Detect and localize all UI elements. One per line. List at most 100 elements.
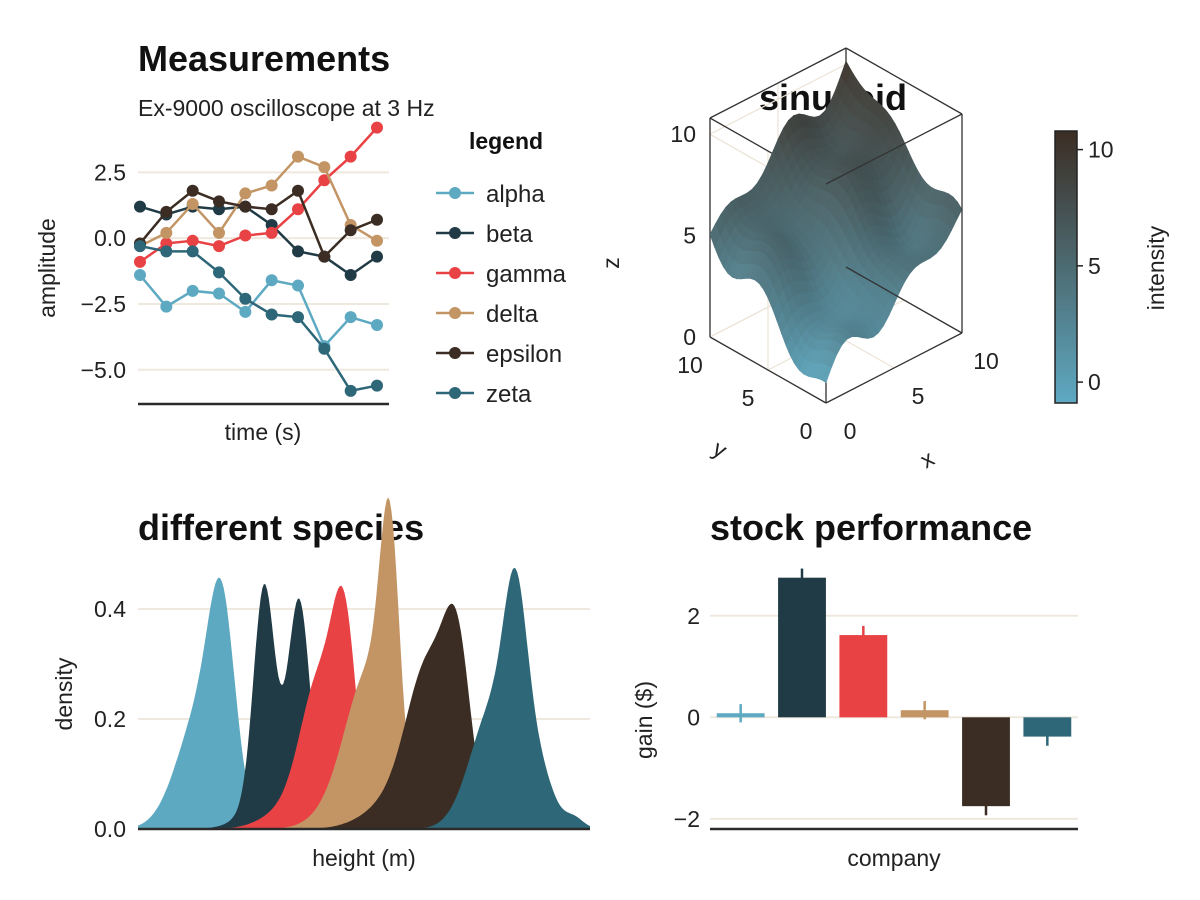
data-point-epsilon bbox=[213, 195, 225, 208]
data-point-zeta bbox=[213, 266, 225, 279]
legend-item-delta: delta bbox=[436, 301, 539, 328]
stocks-y-label: gain ($) bbox=[631, 681, 657, 759]
series-line-alpha bbox=[139, 274, 378, 349]
series-line-delta bbox=[139, 155, 378, 248]
data-point-delta bbox=[265, 179, 278, 192]
data-point-delta bbox=[160, 226, 173, 239]
data-point-alpha bbox=[186, 284, 199, 297]
data-point-beta bbox=[344, 269, 357, 282]
data-point-epsilon bbox=[371, 213, 383, 226]
y-tick-label: 0 bbox=[687, 704, 700, 730]
measurements-subtitle: Ex-9000 oscilloscope at 3 Hz bbox=[138, 95, 435, 121]
measurements-title: Measurements bbox=[138, 38, 390, 79]
species-density-areas bbox=[138, 497, 590, 829]
data-point-epsilon bbox=[292, 184, 304, 197]
legend-item-zeta: zeta bbox=[436, 381, 532, 408]
bar-epsilon bbox=[962, 717, 1010, 807]
sinusoid-ticks: 0 0 0 5 5 5 10 10 10 bbox=[670, 121, 998, 444]
colorbar-ticks: 0 5 10 bbox=[1077, 137, 1114, 395]
sinusoid-surface bbox=[709, 60, 963, 384]
measurements-panel: Measurements Ex-9000 oscilloscope at 3 H… bbox=[34, 38, 567, 445]
measurements-y-ticks: 2.5 0.0 −2.5 −5.0 bbox=[81, 159, 126, 382]
legend-item-alpha: alpha bbox=[436, 181, 545, 208]
box-edge bbox=[825, 332, 963, 404]
legend-label: delta bbox=[486, 301, 539, 328]
series-line-zeta bbox=[139, 244, 378, 393]
data-point-delta bbox=[239, 187, 252, 200]
series-line-gamma bbox=[139, 126, 378, 263]
box-edge bbox=[825, 113, 963, 185]
data-point-gamma bbox=[134, 255, 146, 268]
surface-patch bbox=[709, 223, 721, 248]
legend-swatch-marker bbox=[449, 347, 461, 359]
density-area-beta bbox=[138, 584, 590, 829]
legend-swatch-marker bbox=[449, 307, 461, 319]
data-point-beta bbox=[134, 200, 146, 213]
data-point-zeta bbox=[239, 292, 252, 305]
data-point-alpha bbox=[265, 274, 278, 287]
y-tick-label: 0.0 bbox=[94, 816, 126, 842]
stocks-bars bbox=[716, 568, 1072, 816]
data-point-alpha bbox=[292, 279, 304, 292]
series-line-epsilon bbox=[139, 188, 378, 259]
x-tick-label: 5 bbox=[912, 383, 925, 409]
colorbar-tick-label: 0 bbox=[1088, 369, 1101, 395]
box-edge bbox=[709, 47, 847, 119]
data-point-epsilon bbox=[265, 203, 278, 216]
data-point-gamma bbox=[239, 229, 252, 242]
stocks-y-ticks: 2 0 −2 bbox=[674, 603, 700, 832]
colorbar-gradient bbox=[1054, 130, 1078, 404]
x-tick-label: 10 bbox=[973, 348, 999, 374]
y-tick-label: 2 bbox=[687, 603, 700, 629]
bar-gamma bbox=[839, 635, 888, 718]
sinusoid-box-front bbox=[709, 47, 963, 404]
species-y-ticks: 0.0 0.2 0.4 bbox=[94, 596, 126, 842]
species-x-label: height (m) bbox=[312, 845, 416, 871]
data-point-epsilon bbox=[318, 250, 331, 263]
species-title: different species bbox=[138, 507, 424, 548]
measurements-y-label: amplitude bbox=[34, 218, 60, 318]
data-point-zeta bbox=[292, 311, 304, 324]
box-edge bbox=[845, 266, 963, 334]
sinusoid-y-label: y bbox=[709, 435, 732, 464]
measurements-x-label: time (s) bbox=[225, 419, 302, 445]
data-point-epsilon bbox=[239, 200, 252, 213]
box-edge bbox=[709, 336, 827, 404]
data-point-epsilon bbox=[160, 205, 173, 218]
y-tick-label: −5.0 bbox=[81, 357, 126, 383]
data-point-delta bbox=[186, 197, 199, 210]
data-point-zeta bbox=[265, 308, 278, 321]
legend-swatch-marker bbox=[449, 187, 461, 199]
data-point-gamma bbox=[318, 174, 331, 187]
legend-label: alpha bbox=[486, 181, 545, 208]
data-point-gamma bbox=[265, 226, 278, 239]
sinusoid-z-label: z bbox=[598, 257, 624, 269]
series-line-beta bbox=[139, 205, 378, 277]
legend-label: zeta bbox=[486, 381, 532, 408]
measurements-grid bbox=[138, 171, 389, 371]
colorbar-label: intensity bbox=[1143, 225, 1169, 310]
bar-zeta bbox=[1023, 717, 1072, 737]
data-point-gamma bbox=[213, 240, 225, 253]
colorbar-tick-label: 10 bbox=[1088, 137, 1114, 163]
data-point-gamma bbox=[371, 121, 383, 134]
data-point-beta bbox=[292, 245, 304, 258]
data-point-epsilon bbox=[186, 184, 199, 197]
density-area-zeta bbox=[138, 567, 590, 829]
legend-label: beta bbox=[486, 221, 533, 248]
sinusoid-colorbar: 0 5 10 intensity bbox=[1054, 130, 1169, 404]
density-area-delta bbox=[138, 497, 590, 829]
data-point-gamma bbox=[292, 203, 304, 216]
data-point-gamma bbox=[186, 234, 199, 247]
data-point-zeta bbox=[318, 342, 331, 355]
stocks-panel: stock performance 2 0 −2 company gain ($) bbox=[631, 507, 1078, 871]
legend-item-gamma: gamma bbox=[436, 261, 567, 288]
sinusoid-x-label: x bbox=[916, 445, 939, 474]
data-point-gamma bbox=[344, 150, 357, 163]
measurements-series bbox=[134, 121, 383, 397]
species-panel: different species 0.0 0.2 0.4 height (m) d… bbox=[51, 497, 590, 871]
legend-item-beta: beta bbox=[436, 221, 533, 248]
data-point-beta bbox=[371, 250, 383, 263]
bar-beta bbox=[778, 577, 826, 718]
